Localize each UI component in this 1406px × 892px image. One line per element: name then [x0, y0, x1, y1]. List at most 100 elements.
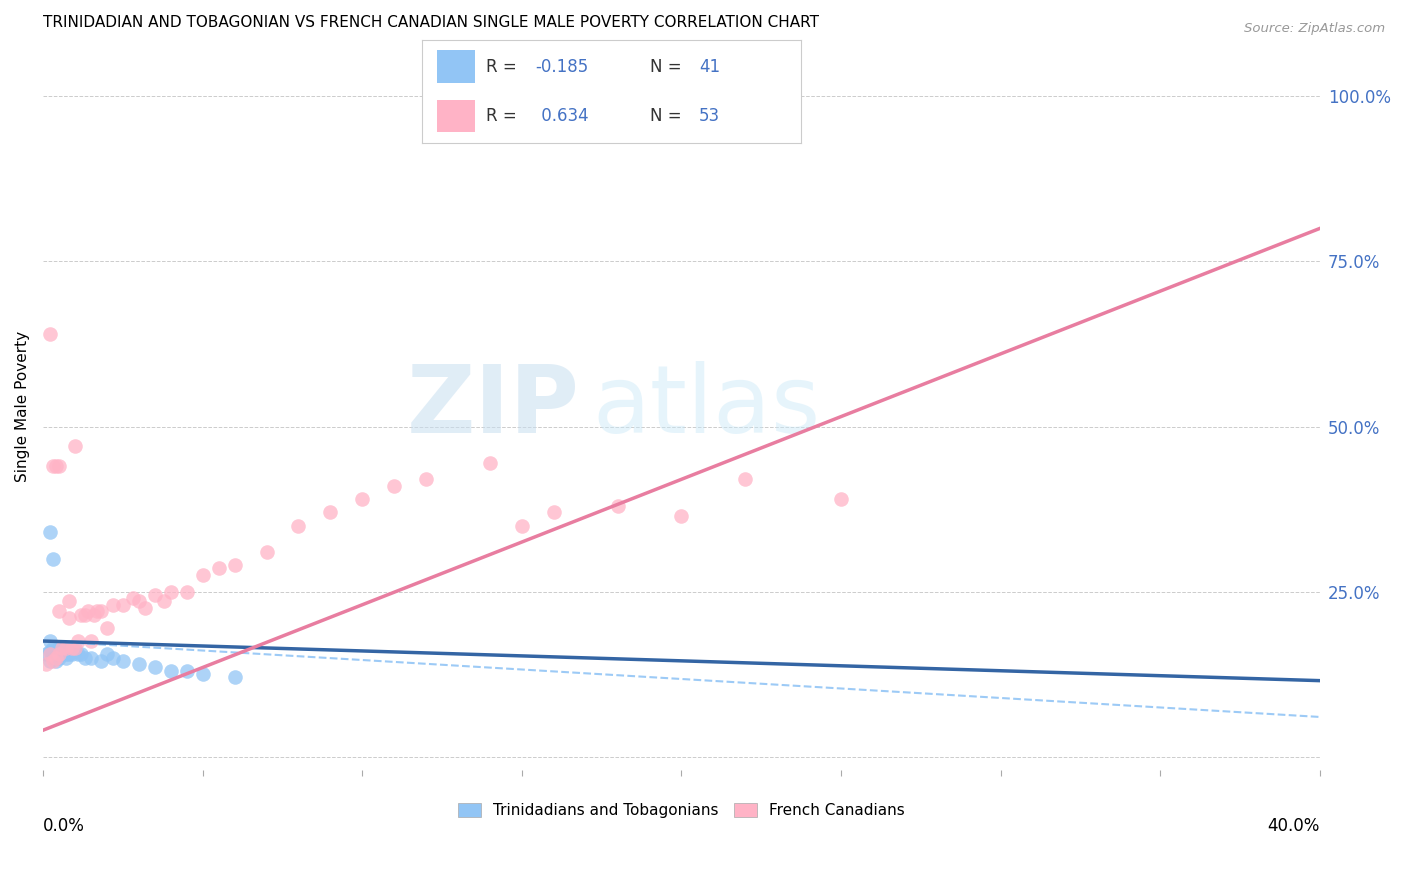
Point [51, 644, 73, 658]
Point [48, 644, 70, 658]
Point [70, 607, 93, 622]
Point [58, 611, 80, 625]
Point [45, 459, 67, 474]
Point [58, 647, 80, 661]
Point [60, 647, 83, 661]
Point [224, 670, 246, 684]
Point [176, 664, 198, 678]
Bar [437, 50, 475, 83]
Point [256, 545, 278, 559]
Point [478, 456, 501, 470]
Point [96, 621, 118, 635]
Point [73, 650, 96, 665]
Point [510, 518, 533, 533]
Point [382, 479, 405, 493]
Point [48, 647, 70, 661]
Point [42, 647, 65, 661]
Point [55, 644, 77, 658]
Point [80, 650, 103, 665]
Text: ZIP: ZIP [406, 360, 579, 453]
Y-axis label: Single Male Poverty: Single Male Poverty [15, 331, 30, 483]
Point [70, 647, 93, 661]
Point [208, 561, 231, 575]
Point [60, 640, 83, 655]
Point [543, 505, 565, 519]
Text: 0.0%: 0.0% [44, 817, 86, 835]
Text: N =: N = [650, 107, 686, 125]
Point [160, 584, 183, 599]
Point [35, 657, 58, 672]
Point [352, 492, 374, 507]
Point [63, 640, 86, 655]
Point [176, 584, 198, 599]
Point [35, 647, 58, 661]
Point [128, 594, 150, 608]
Point [86, 604, 108, 618]
Point [73, 607, 96, 622]
Text: 53: 53 [699, 107, 720, 125]
Point [51, 640, 73, 655]
Point [63, 439, 86, 453]
Point [160, 664, 183, 678]
Point [80, 634, 103, 648]
Point [38, 634, 60, 648]
Text: R =: R = [486, 58, 523, 76]
Point [55, 640, 77, 655]
Text: 0.634: 0.634 [536, 107, 588, 125]
Point [128, 657, 150, 672]
Point [103, 598, 125, 612]
Point [143, 660, 166, 674]
Point [143, 588, 166, 602]
Point [90, 604, 112, 618]
Point [55, 650, 77, 665]
Point [42, 459, 65, 474]
Point [42, 551, 65, 566]
Point [191, 667, 214, 681]
Point [224, 558, 246, 573]
Text: -0.185: -0.185 [536, 58, 589, 76]
Point [45, 644, 67, 658]
Point [45, 654, 67, 668]
Point [38, 654, 60, 668]
Point [55, 647, 77, 661]
Point [38, 647, 60, 661]
Point [96, 647, 118, 661]
Point [42, 640, 65, 655]
Point [38, 327, 60, 342]
Point [111, 598, 134, 612]
Text: TRINIDADIAN AND TOBAGONIAN VS FRENCH CANADIAN SINGLE MALE POVERTY CORRELATION CH: TRINIDADIAN AND TOBAGONIAN VS FRENCH CAN… [44, 15, 820, 30]
Point [42, 644, 65, 658]
Text: 40.0%: 40.0% [1267, 817, 1320, 835]
Text: N =: N = [650, 58, 686, 76]
Point [51, 647, 73, 661]
Point [76, 604, 98, 618]
Point [90, 654, 112, 668]
Point [48, 459, 70, 474]
Text: 41: 41 [699, 58, 720, 76]
Point [48, 647, 70, 661]
Legend: Trinidadians and Tobagonians, French Canadians: Trinidadians and Tobagonians, French Can… [451, 797, 911, 824]
Point [319, 505, 342, 519]
Text: atlas: atlas [592, 360, 820, 453]
Point [38, 644, 60, 658]
Bar [437, 100, 475, 132]
Point [111, 654, 134, 668]
Point [287, 518, 309, 533]
Point [51, 640, 73, 655]
Point [63, 644, 86, 658]
Point [48, 650, 70, 665]
Point [606, 499, 628, 513]
Point [734, 472, 756, 486]
Point [42, 654, 65, 668]
Point [153, 594, 176, 608]
Point [45, 647, 67, 661]
Point [67, 647, 90, 661]
Point [67, 634, 90, 648]
Text: Source: ZipAtlas.com: Source: ZipAtlas.com [1244, 22, 1385, 36]
Point [45, 650, 67, 665]
Point [121, 591, 143, 606]
Point [58, 640, 80, 655]
Point [58, 594, 80, 608]
Point [415, 472, 437, 486]
Point [103, 650, 125, 665]
